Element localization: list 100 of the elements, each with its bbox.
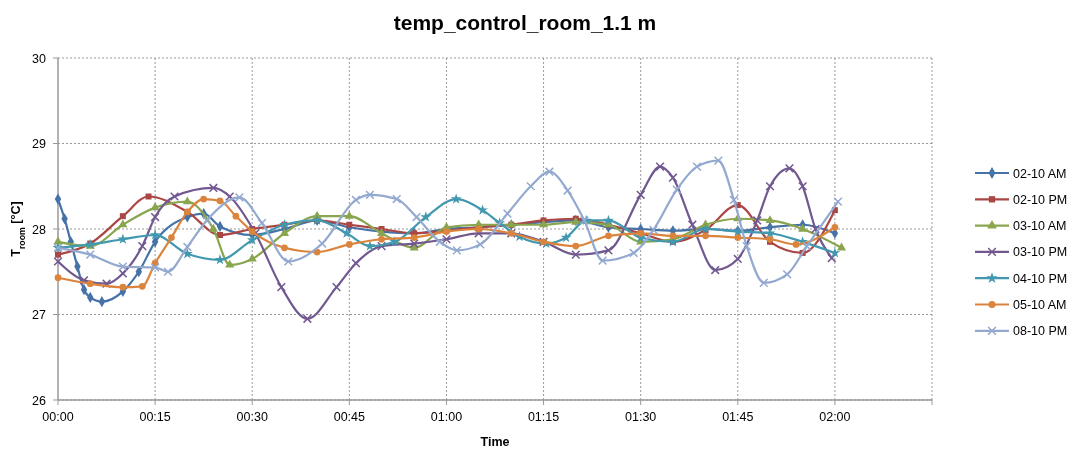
x-tick-label: 01:00 <box>430 410 463 424</box>
point <box>544 167 554 177</box>
point <box>276 282 286 292</box>
point <box>145 193 152 200</box>
point <box>672 185 682 195</box>
point <box>409 238 419 249</box>
point <box>365 190 375 200</box>
point <box>420 211 432 222</box>
point <box>101 279 112 289</box>
point <box>283 256 293 267</box>
y-tick-label: 30 <box>32 51 47 66</box>
point <box>163 267 173 277</box>
point <box>792 241 800 248</box>
x-axis-title: Time <box>480 435 510 449</box>
point <box>200 195 208 203</box>
x-tick-label: 01:30 <box>625 410 657 424</box>
point <box>118 268 128 279</box>
point <box>765 181 775 191</box>
point <box>475 239 485 249</box>
point <box>435 237 445 247</box>
point <box>603 245 614 255</box>
point <box>729 195 739 205</box>
chart-title: temp_control_room_1.1 m <box>393 11 657 34</box>
point <box>784 163 795 173</box>
point <box>648 225 659 235</box>
point <box>216 231 223 238</box>
point <box>149 229 161 240</box>
point <box>225 259 235 268</box>
point <box>119 213 126 220</box>
point <box>182 196 192 205</box>
point <box>831 223 839 231</box>
x-tick-label: 00:45 <box>333 410 366 424</box>
point <box>181 248 193 259</box>
point <box>331 282 342 292</box>
point <box>636 190 646 200</box>
legend-label: 02-10 PM <box>1013 192 1068 207</box>
y-tick-label: 27 <box>32 308 47 322</box>
point <box>441 234 452 244</box>
x-tick-label: 01:45 <box>722 410 754 424</box>
point <box>225 191 235 202</box>
point <box>118 262 128 272</box>
y-tick-label: 28 <box>32 222 47 237</box>
point <box>759 278 769 288</box>
point <box>55 251 61 258</box>
point <box>410 234 418 241</box>
point <box>668 173 678 183</box>
point <box>246 234 258 245</box>
point <box>450 193 462 204</box>
point <box>827 253 837 263</box>
point <box>345 241 353 248</box>
point <box>202 215 212 226</box>
point <box>317 238 327 249</box>
point <box>571 250 581 260</box>
legend-label: 04-10 PM <box>1013 271 1068 286</box>
x-tick-label: 00:15 <box>139 410 171 424</box>
point <box>692 162 702 172</box>
point <box>208 223 218 232</box>
x-tick-label: 00:30 <box>236 410 268 424</box>
point <box>351 258 361 268</box>
point <box>563 185 573 196</box>
legend-label: 03-10 PM <box>1013 245 1068 260</box>
y-tick-label: 29 <box>32 137 47 151</box>
point <box>85 250 95 260</box>
point <box>702 232 709 240</box>
point <box>351 195 361 205</box>
point <box>257 218 267 228</box>
point <box>169 191 180 202</box>
point <box>752 215 762 226</box>
point <box>810 224 821 234</box>
point <box>452 245 462 255</box>
point <box>79 275 89 285</box>
point <box>376 241 387 251</box>
point <box>802 241 812 251</box>
point <box>54 274 62 282</box>
legend-label: 03-10 AM <box>1013 219 1067 234</box>
point <box>346 221 353 228</box>
y-tick-label: 26 <box>32 393 47 408</box>
point <box>477 204 488 215</box>
point <box>526 181 536 191</box>
point <box>734 234 742 241</box>
point <box>344 210 354 219</box>
x-tick-label: 01:15 <box>527 410 560 424</box>
point <box>341 227 352 238</box>
point <box>833 197 843 207</box>
point <box>605 232 612 240</box>
point <box>798 181 808 191</box>
point <box>168 234 175 241</box>
point <box>782 269 792 279</box>
point <box>208 183 218 193</box>
point <box>629 248 639 258</box>
point <box>560 231 572 243</box>
legend-label: 08-10 PM <box>1013 324 1068 339</box>
point <box>742 241 752 251</box>
point <box>137 241 147 251</box>
point <box>798 223 808 232</box>
point <box>687 220 697 230</box>
point <box>279 228 290 236</box>
point <box>232 212 240 220</box>
point <box>655 162 665 172</box>
point <box>733 254 743 264</box>
